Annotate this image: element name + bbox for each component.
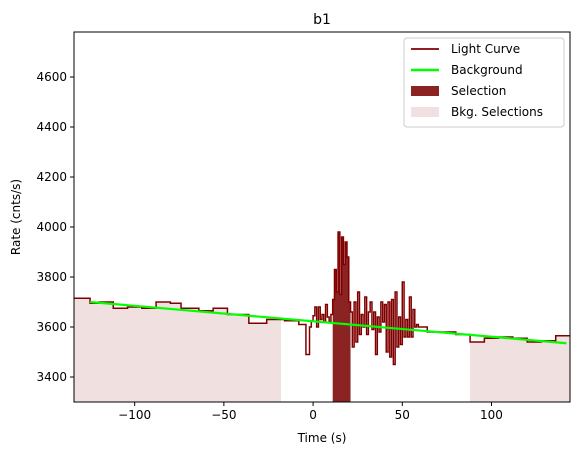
y-axis-label: Rate (cnts/s) <box>9 179 23 255</box>
x-tick-label: −50 <box>211 408 236 422</box>
y-tick-label: 4600 <box>36 70 67 84</box>
legend-box <box>403 37 565 128</box>
legend-label: Selection <box>451 84 506 98</box>
x-tick-label: 0 <box>309 408 317 422</box>
selection-region <box>332 232 351 402</box>
bkg-selection-region-2 <box>470 335 570 402</box>
legend-label: Background <box>451 63 523 77</box>
plot-frame <box>73 31 571 403</box>
legend: Light Curve Background Selection Bkg. Selec… <box>403 37 565 128</box>
y-tick-label: 3600 <box>36 320 67 334</box>
x-tick-label: −100 <box>118 408 151 422</box>
light-curve-line <box>74 231 570 366</box>
chart-title: b1 <box>313 12 331 28</box>
legend-swatch <box>411 107 439 117</box>
plot-area <box>74 231 570 402</box>
x-tick-label: 50 <box>395 408 410 422</box>
bkg-selection-region-1 <box>74 298 281 402</box>
y-tick-label: 4000 <box>36 220 67 234</box>
legend-label: Bkg. Selections <box>451 105 543 119</box>
plot-layer <box>74 231 570 402</box>
y-tick-label: 3400 <box>36 370 67 384</box>
y-tick-label: 4200 <box>36 170 67 184</box>
y-tick-label: 4400 <box>36 120 67 134</box>
legend-swatch <box>411 86 439 96</box>
ticks-layer: −100 −50 0 50 100 3400 3600 3800 4000 4200 4400 460… <box>36 70 502 422</box>
y-tick-label: 3800 <box>36 270 67 284</box>
x-axis-label: Time (s) <box>297 431 347 445</box>
legend-label: Light Curve <box>451 42 520 56</box>
background-fit-line <box>89 300 567 345</box>
x-tick-label: 100 <box>480 408 503 422</box>
